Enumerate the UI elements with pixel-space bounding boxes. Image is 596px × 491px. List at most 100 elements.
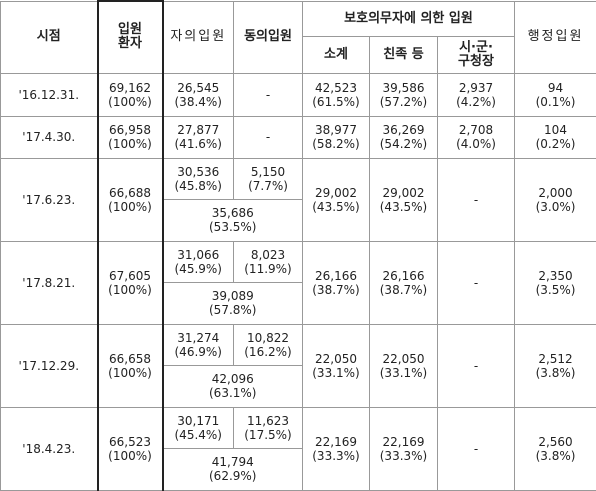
family-cell: 39,586(57.2%) [370,73,438,116]
voluntary-cell-line: (38.4%) [175,95,222,109]
subtotal-cell: 42,523(61.5%) [303,73,370,116]
voluntary-cell: 31,066(45.9%) [163,241,234,283]
family-cell-line: (43.5%) [380,200,427,214]
total-cell-line: 66,523 [109,435,151,449]
family-cell: 22,169(33.3%) [370,407,438,490]
combined-cell: 39,089(57.8%) [163,283,303,325]
subtotal-cell-line: (33.1%) [312,366,359,380]
admin-cell-line: 2,512 [538,352,572,366]
mayor-cell: 2,708(4.0%) [438,116,515,158]
voluntary-cell-line: 30,171 [177,414,219,428]
subtotal-cell: 38,977(58.2%) [303,116,370,158]
subtotal-cell-line: (58.2%) [312,137,359,151]
header-cell-line: 환자 [118,36,142,51]
voluntary-cell-line: (45.8%) [175,179,222,193]
date-cell: '17.4.30. [1,116,98,158]
voluntary-cell: 30,536(45.8%) [163,158,234,200]
admin-cell-line: (0.2%) [536,137,576,151]
mayor-cell: 2,937(4.2%) [438,73,515,116]
mayor-cell-line: (4.2%) [456,95,496,109]
voluntary-cell-line: (46.9%) [175,345,222,359]
voluntary-cell-line: 31,066 [177,248,219,262]
consent-cell: 5,150(7.7%) [234,158,303,200]
voluntary-cell: 30,171(45.4%) [163,407,234,449]
data-row: '17.8.21.67,605(100%)31,066(45.9%)8,023(… [1,241,596,283]
family-cell: 29,002(43.5%) [370,158,438,241]
subtotal-cell-line: 29,002 [315,186,357,200]
combined-cell-line: (53.5%) [209,220,256,234]
voluntary-cell-line: 27,877 [177,123,219,137]
admin-cell-line: (3.5%) [536,283,576,297]
consent-cell-line: (11.9%) [244,262,291,276]
total-cell-line: 69,162 [109,81,151,95]
voluntary-cell: 27,877(41.6%) [163,116,234,158]
total-cell-line: 66,958 [109,123,151,137]
combined-cell-line: 39,089 [212,289,254,303]
combined-cell: 35,686(53.5%) [163,200,303,242]
voluntary-cell-line: 31,274 [177,331,219,345]
header-cell: 자의입원 [163,1,234,73]
family-cell-line: (33.1%) [380,366,427,380]
date-cell: '17.6.23. [1,158,98,241]
consent-cell-line: 5,150 [251,165,285,179]
consent-cell-line: 10,822 [247,331,289,345]
combined-cell-line: (63.1%) [209,386,256,400]
voluntary-cell: 26,545(38.4%) [163,73,234,116]
family-cell-line: (38.7%) [380,283,427,297]
family-cell: 22,050(33.1%) [370,324,438,407]
admin-cell-line: (3.0%) [536,200,576,214]
subtotal-cell-line: (61.5%) [312,95,359,109]
total-cell: 66,523(100%) [98,407,163,490]
header-cell: 보호의무자에 의한 입원 [303,1,515,36]
total-cell: 69,162(100%) [98,73,163,116]
admin-cell-line: 104 [544,123,567,137]
admin-cell-line: 2,560 [538,435,572,449]
subtotal-cell-line: 38,977 [315,123,357,137]
data-row: '18.4.23.66,523(100%)30,171(45.4%)11,623… [1,407,596,449]
total-cell-line: (100%) [108,200,152,214]
mayor-cell: - [438,241,515,324]
voluntary-cell-line: 26,545 [177,81,219,95]
admin-cell: 2,350(3.5%) [515,241,596,324]
combined-cell: 41,794(62.9%) [163,449,303,491]
subtotal-cell-line: (33.3%) [312,449,359,463]
admin-cell-line: (0.1%) [536,95,576,109]
consent-cell-line: (17.5%) [244,428,291,442]
voluntary-cell-line: (45.9%) [175,262,222,276]
combined-cell-line: 42,096 [212,372,254,386]
family-cell-line: 39,586 [383,81,425,95]
voluntary-cell-line: (45.4%) [175,428,222,442]
header-cell: 시점 [1,1,98,73]
mayor-cell: - [438,324,515,407]
subtotal-cell-line: 22,169 [315,435,357,449]
date-cell: '17.8.21. [1,241,98,324]
consent-cell-line: (16.2%) [244,345,291,359]
date-cell: '18.4.23. [1,407,98,490]
combined-cell-line: (57.8%) [209,303,256,317]
data-row: '17.6.23.66,688(100%)30,536(45.8%)5,150(… [1,158,596,200]
header-cell-line: 구청장 [458,54,494,69]
mayor-cell-line: 2,937 [459,81,493,95]
mayor-cell-line: 2,708 [459,123,493,137]
total-cell-line: 66,658 [109,352,151,366]
combined-cell-line: 41,794 [212,455,254,469]
admin-cell-line: (3.8%) [536,449,576,463]
combined-cell-line: 35,686 [212,206,254,220]
subtotal-cell-line: 22,050 [315,352,357,366]
family-cell: 36,269(54.2%) [370,116,438,158]
data-row: '16.12.31.69,162(100%)26,545(38.4%)-42,5… [1,73,596,116]
header-cell: 친족 등 [370,36,438,73]
voluntary-cell-line: 30,536 [177,165,219,179]
family-cell-line: (54.2%) [380,137,427,151]
total-cell: 67,605(100%) [98,241,163,324]
consent-cell: 8,023(11.9%) [234,241,303,283]
voluntary-cell-line: (41.6%) [175,137,222,151]
subtotal-cell: 22,050(33.1%) [303,324,370,407]
total-cell-line: (100%) [108,283,152,297]
subtotal-cell-line: (38.7%) [312,283,359,297]
total-cell-line: (100%) [108,137,152,151]
mayor-cell-line: (4.0%) [456,137,496,151]
total-cell-line: (100%) [108,449,152,463]
admin-cell: 2,512(3.8%) [515,324,596,407]
